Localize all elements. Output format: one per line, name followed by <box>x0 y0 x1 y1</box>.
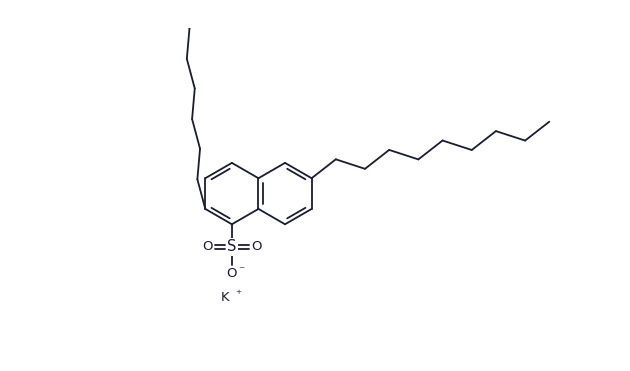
Text: S: S <box>227 239 237 255</box>
Text: ⁻: ⁻ <box>238 264 244 277</box>
Text: K: K <box>221 291 230 304</box>
Text: ⁺: ⁺ <box>235 288 241 301</box>
Text: O: O <box>202 240 213 253</box>
Text: O: O <box>251 240 261 253</box>
Text: O: O <box>227 267 237 280</box>
